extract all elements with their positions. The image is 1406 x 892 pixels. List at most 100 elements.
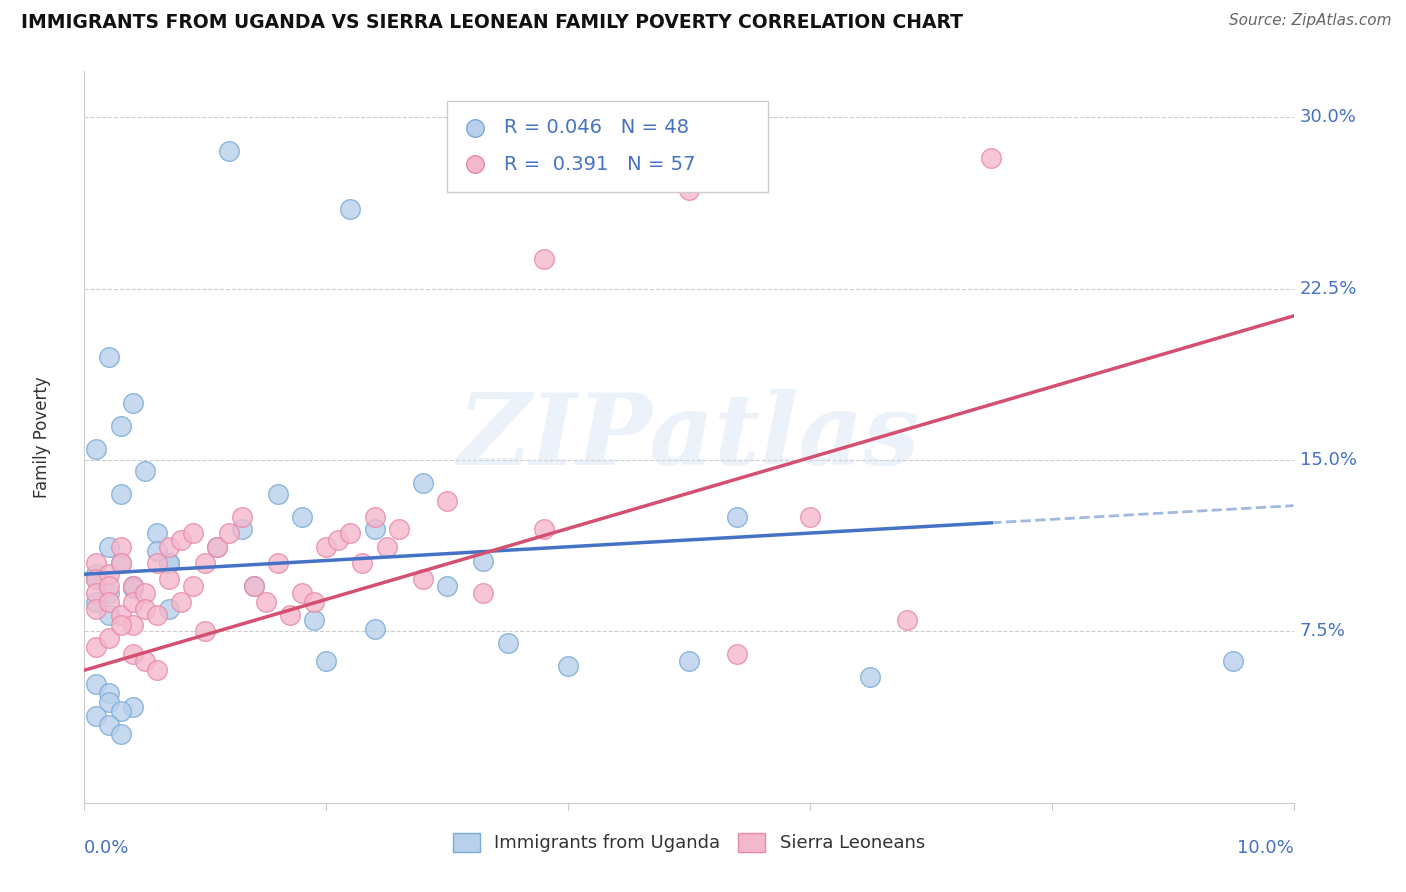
Point [110, 617, 132, 632]
Point [97, 632, 120, 646]
Point [339, 526, 361, 541]
Point [363, 622, 385, 636]
Point [97, 595, 120, 609]
Point [110, 418, 132, 433]
Point [242, 579, 264, 593]
Point [218, 145, 240, 159]
Point [86, 709, 108, 723]
Point [267, 487, 290, 501]
Point [678, 654, 700, 668]
Point [472, 553, 495, 567]
Point [97, 718, 120, 732]
Point [86, 556, 108, 570]
Point [110, 608, 132, 623]
Point [97, 608, 120, 623]
Point [134, 601, 156, 615]
Point [121, 396, 143, 410]
Point [533, 521, 555, 535]
Point [388, 521, 411, 535]
Point [121, 579, 143, 593]
Point [134, 464, 156, 478]
Point [254, 595, 277, 609]
Point [110, 705, 132, 719]
Text: IMMIGRANTS FROM UGANDA VS SIERRA LEONEAN FAMILY POVERTY CORRELATION CHART: IMMIGRANTS FROM UGANDA VS SIERRA LEONEAN… [21, 13, 963, 32]
Text: 0.0%: 0.0% [84, 839, 129, 857]
Point [157, 572, 180, 586]
Point [896, 613, 918, 627]
Point [86, 677, 108, 691]
Text: 15.0%: 15.0% [1299, 451, 1357, 469]
Text: 10.0%: 10.0% [1237, 839, 1294, 857]
Point [291, 510, 314, 524]
Point [678, 183, 700, 197]
Point [533, 252, 555, 266]
Point [980, 151, 1002, 165]
Point [86, 567, 108, 582]
Point [146, 526, 169, 541]
Point [134, 585, 156, 599]
Point [557, 658, 579, 673]
Point [146, 608, 169, 623]
Point [86, 442, 108, 456]
Point [170, 533, 193, 547]
FancyBboxPatch shape [447, 101, 768, 192]
Text: Family Poverty: Family Poverty [32, 376, 51, 498]
Point [97, 567, 120, 582]
Text: 7.5%: 7.5% [1299, 623, 1346, 640]
Point [97, 585, 120, 599]
Point [134, 654, 156, 668]
Point [436, 579, 458, 593]
Point [194, 556, 217, 570]
Point [267, 556, 290, 570]
Point [472, 585, 495, 599]
Point [194, 624, 217, 639]
Point [231, 521, 253, 535]
Point [110, 556, 132, 570]
Point [207, 540, 229, 554]
Point [97, 695, 120, 709]
Point [412, 572, 434, 586]
Text: ZIPatlas: ZIPatlas [458, 389, 920, 485]
Point [412, 475, 434, 490]
Point [110, 556, 132, 570]
Point [121, 595, 143, 609]
Point [725, 647, 748, 661]
Point [157, 540, 180, 554]
Point [121, 647, 143, 661]
Point [146, 556, 169, 570]
Point [146, 544, 169, 558]
Point [859, 670, 882, 684]
Point [86, 640, 108, 655]
Point [725, 510, 748, 524]
Point [121, 581, 143, 595]
Point [170, 595, 193, 609]
Point [181, 579, 204, 593]
Point [278, 608, 301, 623]
Point [302, 613, 325, 627]
Point [302, 595, 325, 609]
Point [339, 202, 361, 216]
Point [315, 540, 337, 554]
Point [352, 556, 374, 570]
Point [121, 699, 143, 714]
Point [121, 617, 143, 632]
Point [315, 654, 337, 668]
Point [218, 526, 240, 541]
Point [496, 636, 519, 650]
Point [375, 540, 398, 554]
Point [110, 727, 132, 741]
Point [146, 663, 169, 677]
Point [110, 487, 132, 501]
Point [363, 521, 385, 535]
Text: R =  0.391   N = 57: R = 0.391 N = 57 [503, 154, 696, 174]
Text: Source: ZipAtlas.com: Source: ZipAtlas.com [1229, 13, 1392, 29]
Point [328, 533, 350, 547]
Point [181, 526, 204, 541]
Point [231, 510, 253, 524]
Point [121, 579, 143, 593]
Point [157, 556, 180, 570]
Text: 22.5%: 22.5% [1299, 279, 1357, 298]
Legend: Immigrants from Uganda, Sierra Leoneans: Immigrants from Uganda, Sierra Leoneans [446, 826, 932, 860]
Point [436, 494, 458, 508]
Point [799, 510, 821, 524]
